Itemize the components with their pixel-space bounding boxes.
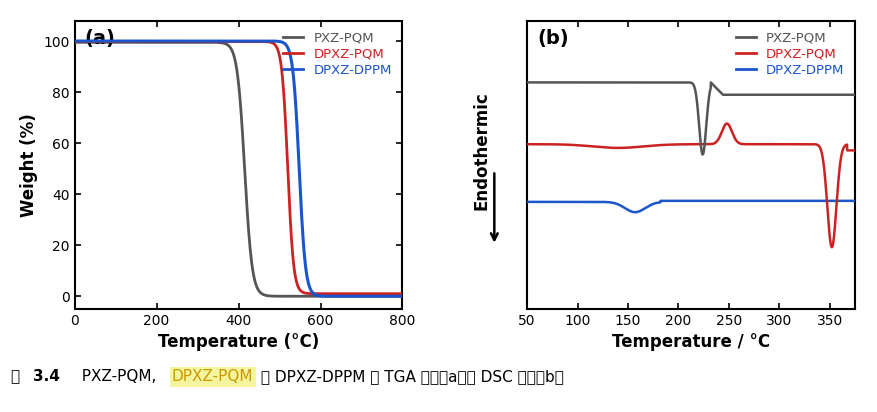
Text: Endothermic: Endothermic xyxy=(472,91,490,210)
Y-axis label: Weight (%): Weight (%) xyxy=(20,113,38,217)
X-axis label: Temperature / °C: Temperature / °C xyxy=(612,333,770,351)
Legend: PXZ-PQM, DPXZ-PQM, DPXZ-DPPM: PXZ-PQM, DPXZ-PQM, DPXZ-DPPM xyxy=(731,27,848,81)
Text: DPXZ-PQM: DPXZ-PQM xyxy=(172,370,253,384)
Text: 图: 图 xyxy=(11,370,19,384)
Text: (b): (b) xyxy=(537,29,568,48)
X-axis label: Temperature (°C): Temperature (°C) xyxy=(158,333,319,351)
Text: 和 DPXZ-DPPM 的 TGA 曲线（a）和 DSC 曲线（b）: 和 DPXZ-DPPM 的 TGA 曲线（a）和 DSC 曲线（b） xyxy=(256,370,564,384)
Legend: PXZ-PQM, DPXZ-PQM, DPXZ-DPPM: PXZ-PQM, DPXZ-PQM, DPXZ-DPPM xyxy=(279,27,396,81)
Text: 3.4: 3.4 xyxy=(33,370,61,384)
Text: PXZ-PQM,: PXZ-PQM, xyxy=(72,370,161,384)
Text: (a): (a) xyxy=(84,29,115,48)
